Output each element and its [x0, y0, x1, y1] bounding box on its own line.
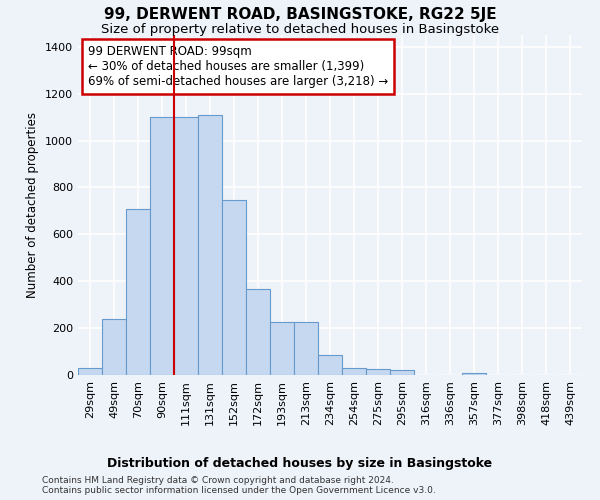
- Bar: [246, 290, 270, 375]
- Bar: [174, 117, 198, 375]
- Bar: [222, 200, 246, 375]
- Bar: [102, 318, 126, 375]
- Text: 99, DERWENT ROAD, BASINGSTOKE, RG22 5JE: 99, DERWENT ROAD, BASINGSTOKE, RG22 5JE: [104, 8, 496, 22]
- Bar: [294, 322, 318, 375]
- Bar: [390, 370, 414, 375]
- Text: Contains public sector information licensed under the Open Government Licence v3: Contains public sector information licen…: [42, 486, 436, 495]
- Text: 99 DERWENT ROAD: 99sqm
← 30% of detached houses are smaller (1,399)
69% of semi-: 99 DERWENT ROAD: 99sqm ← 30% of detached…: [88, 45, 388, 88]
- Bar: [78, 368, 102, 375]
- Text: Size of property relative to detached houses in Basingstoke: Size of property relative to detached ho…: [101, 22, 499, 36]
- Text: Distribution of detached houses by size in Basingstoke: Distribution of detached houses by size …: [107, 458, 493, 470]
- Bar: [462, 372, 486, 375]
- Bar: [150, 117, 174, 375]
- Bar: [270, 322, 294, 375]
- Bar: [318, 355, 342, 375]
- Text: Contains HM Land Registry data © Crown copyright and database right 2024.: Contains HM Land Registry data © Crown c…: [42, 476, 394, 485]
- Y-axis label: Number of detached properties: Number of detached properties: [26, 112, 40, 298]
- Bar: [342, 368, 366, 375]
- Bar: [198, 114, 222, 375]
- Bar: [126, 208, 150, 375]
- Bar: [366, 369, 390, 375]
